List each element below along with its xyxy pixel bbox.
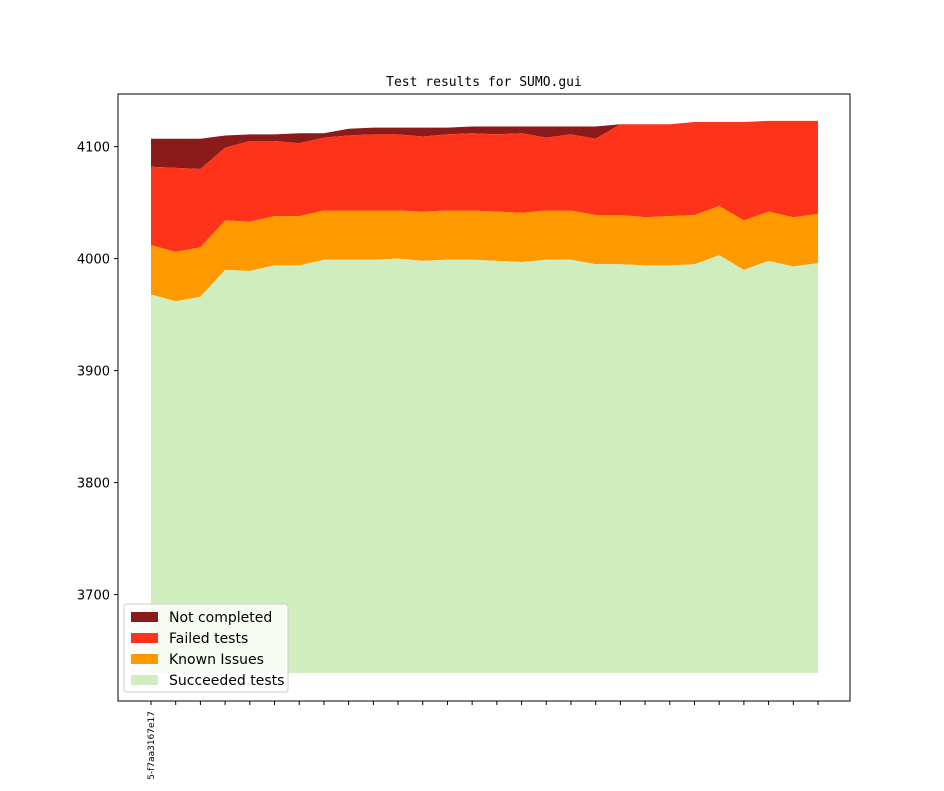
ytick-label: 3900 bbox=[77, 365, 110, 380]
area-failed-tests bbox=[151, 120, 818, 252]
legend-swatch-not-completed bbox=[131, 612, 158, 622]
legend-swatch-failed-tests bbox=[131, 633, 158, 643]
ytick-label: 4100 bbox=[77, 141, 110, 156]
plot-frame bbox=[117, 93, 851, 702]
y-axis: 3700 3800 3900 4000 4100 bbox=[77, 141, 118, 604]
legend-label-succeeded-tests: Succeeded tests bbox=[169, 673, 284, 689]
legend-box bbox=[123, 603, 289, 693]
legend-label-known-issues: Known Issues bbox=[169, 652, 264, 668]
areas-layer bbox=[151, 120, 818, 673]
xtick-label: 5-f7aa3167e17 bbox=[147, 711, 157, 780]
area-known-issues bbox=[151, 205, 818, 302]
legend-label-failed-tests: Failed tests bbox=[169, 631, 248, 647]
ytick-label: 4000 bbox=[77, 253, 110, 268]
legend-swatch-known-issues bbox=[131, 654, 158, 664]
ytick-label: 3700 bbox=[77, 589, 110, 604]
chart-title: Test results for SUMO.gui bbox=[386, 75, 582, 90]
legend: Not completed Failed tests Known Issues Suc… bbox=[123, 603, 289, 693]
legend-swatch-succeeded-tests bbox=[131, 675, 158, 685]
area-not-completed bbox=[151, 120, 818, 170]
x-axis: 5-f7aa3167e17 bbox=[147, 701, 819, 780]
ytick-label: 3800 bbox=[77, 477, 110, 492]
legend-label-not-completed: Not completed bbox=[169, 610, 272, 626]
area-succeeded-tests bbox=[151, 255, 818, 673]
